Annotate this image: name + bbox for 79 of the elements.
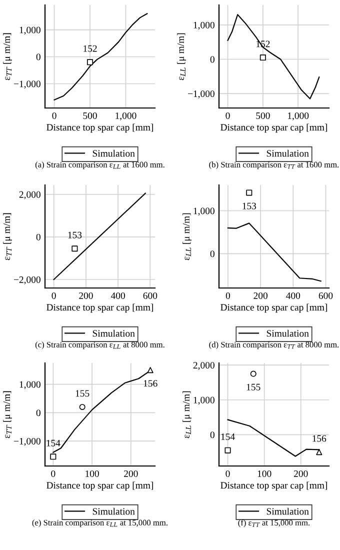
line-series (227, 222, 322, 282)
annotation: 156 (312, 435, 326, 442)
x-tick-label: 400 (110, 292, 125, 300)
text: (a) Strain comparison ε$_{LL}$ at 1600 mm. (35, 162, 164, 170)
line-series (54, 13, 148, 100)
y-tick-label: 0 (36, 410, 40, 416)
y-tick-label: −1,000 (14, 80, 40, 89)
x-tick-label: 200 (124, 470, 138, 478)
legend-label: Simulation (266, 508, 309, 515)
y-axis-title: ε$_{TT}$ [μ m/m] (3, 33, 12, 80)
x-tick-label: 1,000 (288, 112, 309, 120)
text: (e) Strain comparison ε$_{LL}$ at 15,000 mm. (32, 520, 168, 528)
y-tick-label: 1,000 (194, 208, 214, 216)
legend-label: Simulation (266, 330, 309, 337)
x-tick-label: 200 (254, 292, 268, 300)
x-tick-label: 400 (286, 292, 300, 300)
x-tick-label: 0 (52, 292, 56, 300)
x-tick-label: 200 (294, 470, 308, 478)
point (224, 447, 231, 454)
point (79, 404, 86, 410)
legend-label: Simulation (92, 330, 135, 337)
line-series (227, 14, 320, 100)
text: (b) Strain comparison ε$_{TT}$ at 1600 mm. (209, 162, 339, 170)
x-tick-label: 100 (258, 470, 272, 478)
point (250, 370, 256, 377)
text: (d) Strain comparison ε$_{TT}$ at 8000 mm. (209, 342, 339, 350)
legend-label: Simulation (92, 508, 135, 515)
y-tick-label: 0 (36, 234, 40, 240)
annotation: 155 (76, 390, 90, 397)
y-axis-title: ε$_{TT}$ [μ m/m] (3, 213, 12, 260)
y-tick-label: 1,000 (20, 381, 40, 390)
y-tick-label: 0 (210, 250, 214, 258)
y-tick-label: 0 (36, 54, 40, 60)
y-tick-label: 0 (210, 56, 214, 63)
y-tick-label: 1,000 (20, 26, 40, 35)
y-axis-title: ε$_{LL}$ [μ m/m] (182, 391, 192, 438)
text: (c) Strain comparison ε$_{LL}$ at 8000 mm. (35, 342, 164, 350)
y-axis-title: ε$_{LL}$ [μ m/m] (177, 33, 186, 80)
annotation: 153 (242, 202, 256, 210)
y-tick-label: −1,000 (14, 438, 40, 446)
x-tick-label: 1,000 (116, 112, 136, 120)
x-tick-label: 600 (143, 292, 158, 300)
x-axis-title: Distance top spar cap [mm] (220, 304, 327, 313)
x-tick-label: 0 (226, 470, 230, 478)
x-axis-title: Distance top spar cap [mm] (220, 482, 327, 491)
y-axis-title: ε$_{TT}$ [μ m/m] (3, 391, 12, 438)
annotation: 154 (46, 440, 60, 446)
point (316, 449, 322, 456)
y-tick-label: 2,000 (193, 362, 214, 370)
x-tick-label: 0 (51, 470, 56, 478)
x-tick-label: 0 (226, 292, 230, 300)
x-tick-label: 500 (256, 112, 270, 120)
annotation: 156 (144, 380, 158, 387)
annotation: 152 (84, 45, 97, 52)
x-tick-label: 100 (86, 470, 99, 478)
y-tick-label: 0 (210, 432, 214, 438)
y-tick-label: −2,000 (14, 276, 40, 284)
x-axis-title: Distance top spar cap [mm] (46, 482, 153, 491)
x-axis-title: Distance top spar cap [mm] (220, 124, 327, 133)
x-tick-label: 600 (318, 292, 333, 300)
x-tick-label: 0 (226, 112, 230, 120)
y-tick-label: 1,000 (194, 396, 214, 405)
annotation: 153 (68, 232, 82, 238)
annotation: 155 (246, 384, 260, 390)
y-tick-label: −1,000 (188, 90, 214, 98)
y-tick-label: 1,000 (194, 22, 214, 30)
x-axis-title: Distance top spar cap [mm] (46, 124, 153, 133)
legend-label: Simulation (92, 150, 135, 157)
y-axis-title: ε$_{LL}$ [μ m/m] (182, 213, 192, 260)
point (50, 454, 56, 460)
x-axis-title: Distance top spar cap [mm] (46, 304, 153, 313)
x-tick-label: 500 (83, 112, 97, 120)
text: (f) ε$_{TT}$ at 15,000 mm. (238, 520, 310, 528)
point (147, 367, 154, 374)
x-tick-label: 200 (79, 292, 93, 300)
annotation: 154 (221, 434, 235, 440)
legend-label: Simulation (266, 150, 309, 157)
x-tick-label: 0 (52, 112, 56, 120)
y-tick-label: 2,000 (19, 191, 40, 200)
